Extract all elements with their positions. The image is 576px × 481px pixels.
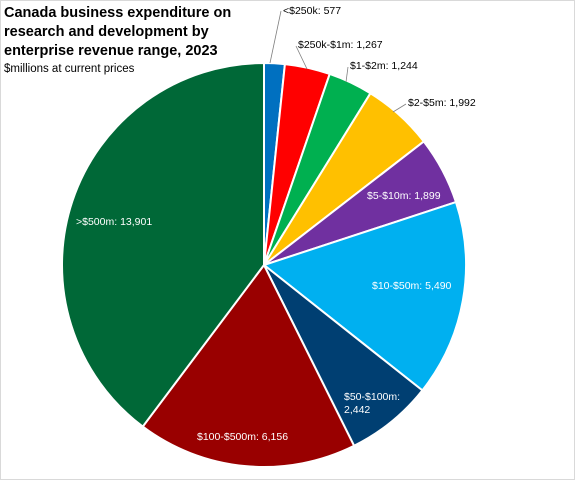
slice-label: $2-$5m: 1,992 <box>408 97 476 109</box>
slice-label: $1-$2m: 1,244 <box>350 60 418 72</box>
slice-label: $100-$500m: 6,156 <box>197 431 288 443</box>
slice-label: $50-$100m: 2,442 <box>344 391 400 416</box>
leader-line <box>392 103 407 113</box>
slice-label: $10-$50m: 5,490 <box>372 280 452 292</box>
leader-line <box>295 45 308 70</box>
slice-label: >$500m: 13,901 <box>76 216 152 228</box>
leader-line <box>345 66 349 83</box>
slice-label: $250k-$1m: 1,267 <box>298 39 383 51</box>
chart-subtitle: $millions at current prices <box>4 63 135 75</box>
pie-slice <box>141 263 356 468</box>
pie-slice <box>261 200 467 392</box>
chart-title: Canada business expenditure on research … <box>4 5 232 59</box>
slice-label: $5-$10m: 1,899 <box>367 190 441 202</box>
slice-label: <$250k: 577 <box>283 5 341 17</box>
leader-line <box>269 10 282 64</box>
pie-slice <box>61 61 265 428</box>
